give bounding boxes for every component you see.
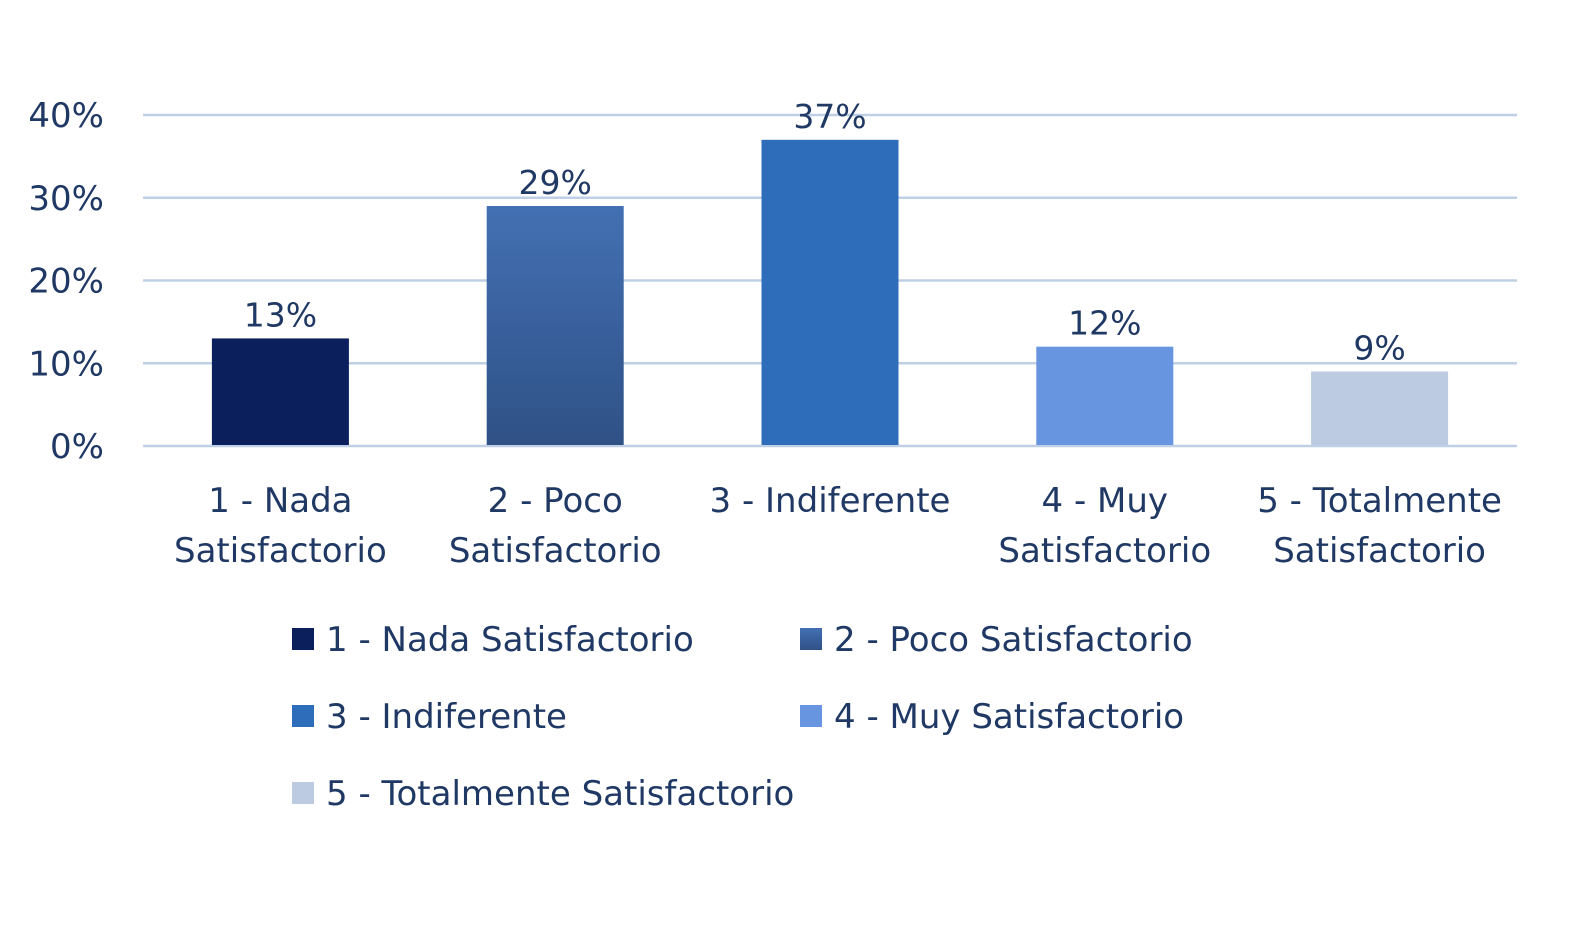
bar-value-label: 37% [793, 97, 866, 136]
bar [761, 139, 899, 445]
legend-item: 5 - Totalmente Satisfactorio [292, 774, 794, 814]
y-tick-label: 10% [28, 344, 104, 384]
x-category-label: 5 - Totalmente Satisfactorio [1257, 481, 1502, 571]
bar-value-label: 12% [1068, 304, 1141, 343]
x-category-label: 1 - Nada Satisfactorio [174, 481, 387, 571]
legend-label: 5 - Totalmente Satisfactorio [326, 774, 794, 814]
legend-label: 2 - Poco Satisfactorio [834, 620, 1193, 660]
x-category-label: 4 - Muy Satisfactorio [998, 481, 1211, 571]
x-category-label-line: 3 - Indiferente [710, 481, 951, 521]
legend-swatch [292, 705, 314, 727]
legend: 1 - Nada Satisfactorio 2 - Poco Satisfact… [292, 620, 1193, 814]
legend-item: 4 - Muy Satisfactorio [800, 697, 1184, 737]
bar-value-label: 29% [519, 163, 592, 202]
x-category-label-line: Satisfactorio [449, 531, 662, 571]
x-category-label-line: Satisfactorio [174, 531, 387, 571]
bar [486, 206, 624, 445]
legend-item: 3 - Indiferente [292, 697, 567, 737]
legend-label: 4 - Muy Satisfactorio [834, 697, 1184, 737]
data-labels: 13% 29% 37% 12% 9% [244, 97, 1406, 368]
bars [211, 139, 1449, 445]
bar-value-label: 9% [1353, 329, 1405, 368]
x-category-label-line: 5 - Totalmente [1257, 481, 1502, 521]
legend-label: 1 - Nada Satisfactorio [326, 620, 694, 660]
legend-swatch [292, 782, 314, 804]
legend-swatch [292, 628, 314, 650]
bar-value-label: 13% [244, 295, 317, 334]
y-tick-label: 0% [50, 427, 104, 467]
x-category-label: 3 - Indiferente [710, 481, 951, 521]
x-category-label-line: Satisfactorio [1273, 531, 1486, 571]
y-tick-label: 40% [28, 96, 104, 136]
y-tick-label: 20% [28, 262, 104, 302]
legend-item: 2 - Poco Satisfactorio [800, 620, 1193, 660]
x-axis-category-labels: 1 - Nada Satisfactorio 2 - Poco Satisfactor… [174, 481, 1502, 571]
bar [211, 338, 349, 445]
legend-label: 3 - Indiferente [326, 697, 567, 737]
x-category-label-line: 4 - Muy [1042, 481, 1169, 521]
legend-swatch [800, 628, 822, 650]
y-axis-tick-labels: 0% 10% 20% 30% 40% [28, 96, 104, 467]
x-category-label-line: Satisfactorio [998, 531, 1211, 571]
x-category-label-line: 1 - Nada [208, 481, 352, 521]
bar [1036, 346, 1174, 445]
x-category-label-line: 2 - Poco [488, 481, 623, 521]
legend-item: 1 - Nada Satisfactorio [292, 620, 694, 660]
x-category-label: 2 - Poco Satisfactorio [449, 481, 662, 571]
y-tick-label: 30% [28, 179, 104, 219]
bar [1311, 371, 1449, 445]
legend-swatch [800, 705, 822, 727]
